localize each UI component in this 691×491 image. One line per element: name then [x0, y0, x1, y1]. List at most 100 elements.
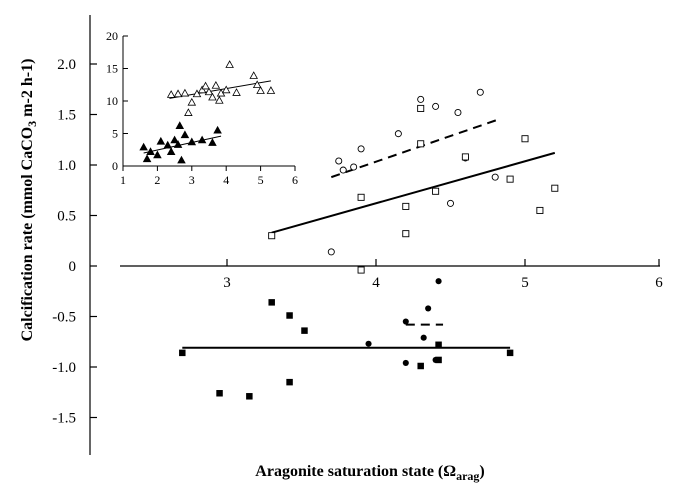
data-point-open-square — [551, 184, 559, 192]
data-point-filled-square — [286, 378, 293, 386]
data-point-filled-square — [301, 327, 308, 334]
y-tick-label: 0.5 — [57, 209, 76, 225]
data-point-filled-triangle — [177, 155, 186, 164]
data-point-filled-triangle — [166, 147, 176, 155]
data-point-open-triangle — [197, 85, 207, 94]
main-axis-ticks: 2.0 1.5 1.0 0.5 0 -0.5 -1.0 -1.5 3 4 5 6 — [52, 57, 663, 427]
data-point-open-triangle — [187, 97, 197, 106]
inset-x-tick-label: 3 — [189, 173, 195, 187]
data-point-filled-triangle — [180, 130, 190, 139]
data-point-open-square — [402, 202, 410, 210]
data-point-open-triangle — [211, 80, 221, 89]
data-point-filled-square — [179, 349, 186, 357]
data-point-open-circle — [432, 102, 440, 110]
data-point-open-square — [417, 104, 425, 112]
data-point-filled-triangle — [213, 125, 222, 134]
inset-x-tick-label: 5 — [258, 173, 264, 187]
inset-y-tick-label: 0 — [112, 159, 118, 173]
data-point-filled-circle — [435, 278, 442, 285]
inset-chart: 20 15 10 5 01 2 3 4 5 6 — [106, 29, 298, 187]
inset-data-points — [139, 60, 276, 164]
data-point-open-triangle — [225, 60, 234, 68]
data-point-open-circle — [491, 173, 499, 181]
main-fit-lines — [182, 118, 556, 349]
data-point-open-circle — [417, 95, 425, 103]
x-tick-label: 6 — [655, 275, 663, 291]
data-point-open-triangle — [215, 95, 224, 104]
y-tick-label: 1.5 — [57, 108, 76, 124]
x-axis-title-subscript: arag — [456, 469, 479, 483]
data-point-filled-circle — [402, 359, 409, 367]
data-point-open-triangle — [208, 92, 217, 101]
data-point-open-triangle — [249, 71, 258, 79]
data-point-open-triangle — [221, 85, 231, 94]
y-tick-label: 0 — [69, 259, 77, 275]
data-point-open-triangle — [232, 88, 241, 96]
data-point-open-triangle — [173, 89, 183, 98]
inset-x-tick-label: 4 — [223, 173, 229, 187]
data-point-filled-triangle — [153, 150, 162, 159]
data-point-open-circle — [454, 108, 462, 116]
data-point-open-square — [521, 135, 529, 143]
data-point-filled-triangle — [208, 138, 217, 146]
main-data-points — [179, 88, 559, 400]
data-point-open-circle — [476, 88, 484, 96]
inset-y-tick-label: 5 — [112, 127, 118, 141]
data-point-open-circle — [335, 157, 343, 165]
inset-y-tick-label: 20 — [106, 29, 118, 43]
data-point-filled-circle — [420, 334, 427, 341]
data-point-open-square — [536, 206, 544, 214]
data-point-open-triangle — [192, 89, 202, 98]
data-point-open-square — [461, 153, 469, 161]
y-axis-title-subscript: 3 — [25, 121, 39, 127]
data-point-filled-square — [268, 299, 275, 306]
inset-x-tick-label: 2 — [154, 173, 160, 187]
data-point-filled-circle — [402, 318, 409, 325]
data-point-filled-square — [435, 356, 442, 364]
data-point-filled-square — [286, 312, 293, 319]
y-axis-title-main: Calcification rate (mmol CaCO — [19, 127, 36, 342]
y-axis-title: Calcification rate (mmol CaCO3 m-2 h-1) — [19, 59, 39, 342]
x-axis-title-end: ) — [479, 463, 484, 480]
data-point-filled-triangle — [142, 154, 152, 163]
data-point-filled-square — [246, 393, 253, 400]
data-point-filled-circle — [365, 340, 372, 347]
data-point-filled-triangle — [197, 135, 207, 144]
data-point-filled-circle — [425, 305, 432, 312]
data-point-open-circle — [350, 163, 358, 171]
y-tick-label: -0.5 — [52, 310, 76, 326]
data-point-filled-square — [216, 390, 223, 397]
data-point-filled-square — [435, 341, 442, 349]
y-tick-label: 2.0 — [57, 57, 76, 73]
inset-x-tick-label: 1 — [120, 173, 126, 187]
inset-axis-ticks: 20 15 10 5 01 2 3 4 5 6 — [106, 29, 298, 187]
data-point-open-square — [357, 266, 365, 274]
data-point-filled-triangle — [156, 136, 166, 145]
data-point-open-square — [417, 140, 425, 148]
data-point-open-square — [402, 230, 410, 238]
data-point-open-circle — [394, 130, 402, 138]
data-point-open-triangle — [166, 90, 176, 98]
data-point-open-triangle — [204, 87, 214, 96]
data-point-open-square — [268, 232, 276, 240]
data-point-open-triangle — [180, 88, 190, 97]
data-point-filled-square — [417, 362, 424, 370]
y-tick-label: -1.0 — [52, 360, 76, 376]
x-axis-title-main: Aragonite saturation state (Ω — [255, 463, 456, 480]
inset-trend-line — [143, 135, 222, 154]
data-point-filled-square — [506, 349, 514, 357]
data-point-filled-triangle — [170, 135, 179, 144]
data-point-open-circle — [339, 166, 347, 174]
data-point-filled-triangle — [163, 140, 172, 149]
data-point-open-circle — [327, 248, 335, 256]
inset-y-tick-label: 10 — [106, 94, 118, 108]
y-tick-label: -1.5 — [52, 411, 76, 427]
inset-y-tick-label: 15 — [106, 62, 118, 76]
data-point-filled-triangle — [173, 140, 183, 148]
data-point-filled-triangle — [187, 137, 197, 146]
x-tick-label: 5 — [521, 275, 529, 291]
data-point-open-triangle — [184, 108, 193, 116]
data-point-open-triangle — [201, 81, 210, 90]
